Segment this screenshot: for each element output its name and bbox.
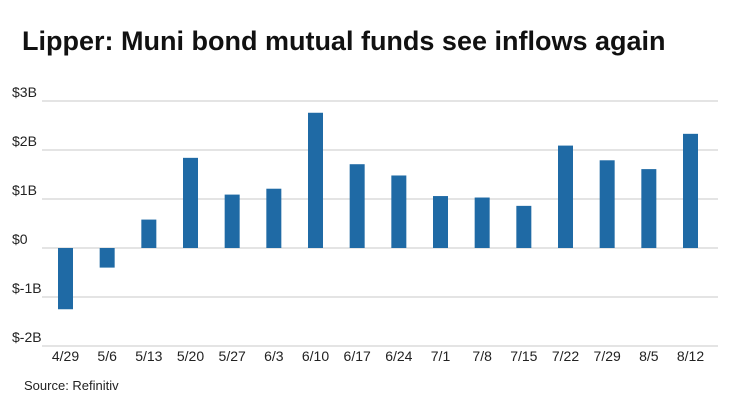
x-tick-label: 7/8 — [472, 348, 492, 364]
x-tick-label: 7/15 — [510, 348, 537, 364]
x-tick-label: 6/3 — [264, 348, 284, 364]
bar — [183, 157, 198, 248]
bar — [391, 175, 407, 248]
x-tick-label: 6/24 — [385, 348, 412, 364]
source-note: Source: Refinitiv — [24, 378, 119, 393]
bar — [558, 145, 573, 248]
bar — [599, 160, 615, 248]
bar — [141, 219, 157, 248]
y-tick-label: $-1B — [12, 280, 42, 296]
x-tick-label: 7/1 — [431, 348, 451, 364]
bar — [433, 196, 448, 248]
x-tick-label: 8/5 — [639, 348, 659, 364]
bar — [641, 169, 657, 248]
x-tick-label: 5/6 — [97, 348, 117, 364]
bar — [683, 133, 698, 248]
chart-title: Lipper: Muni bond mutual funds see inflo… — [22, 26, 666, 56]
bar — [224, 194, 240, 248]
bar — [58, 248, 73, 310]
x-tick-label: 7/22 — [552, 348, 579, 364]
y-tick-label: $3B — [12, 84, 37, 100]
x-tick-label: 5/13 — [135, 348, 162, 364]
bar — [349, 164, 365, 248]
bar — [266, 188, 282, 248]
y-tick-label: $-2B — [12, 329, 42, 345]
x-tick-label: 4/29 — [52, 348, 79, 364]
x-tick-label: 5/27 — [219, 348, 246, 364]
x-tick-label: 7/29 — [594, 348, 621, 364]
x-tick-label: 5/20 — [177, 348, 204, 364]
x-tick-label: 6/17 — [344, 348, 371, 364]
y-tick-label: $2B — [12, 133, 37, 149]
bar — [99, 248, 115, 268]
y-tick-label: $0 — [12, 231, 28, 247]
bar — [308, 112, 323, 248]
y-tick-label: $1B — [12, 182, 37, 198]
x-tick-label: 6/10 — [302, 348, 329, 364]
bar — [474, 197, 490, 248]
x-tick-label: 8/12 — [677, 348, 704, 364]
bar — [516, 205, 532, 248]
